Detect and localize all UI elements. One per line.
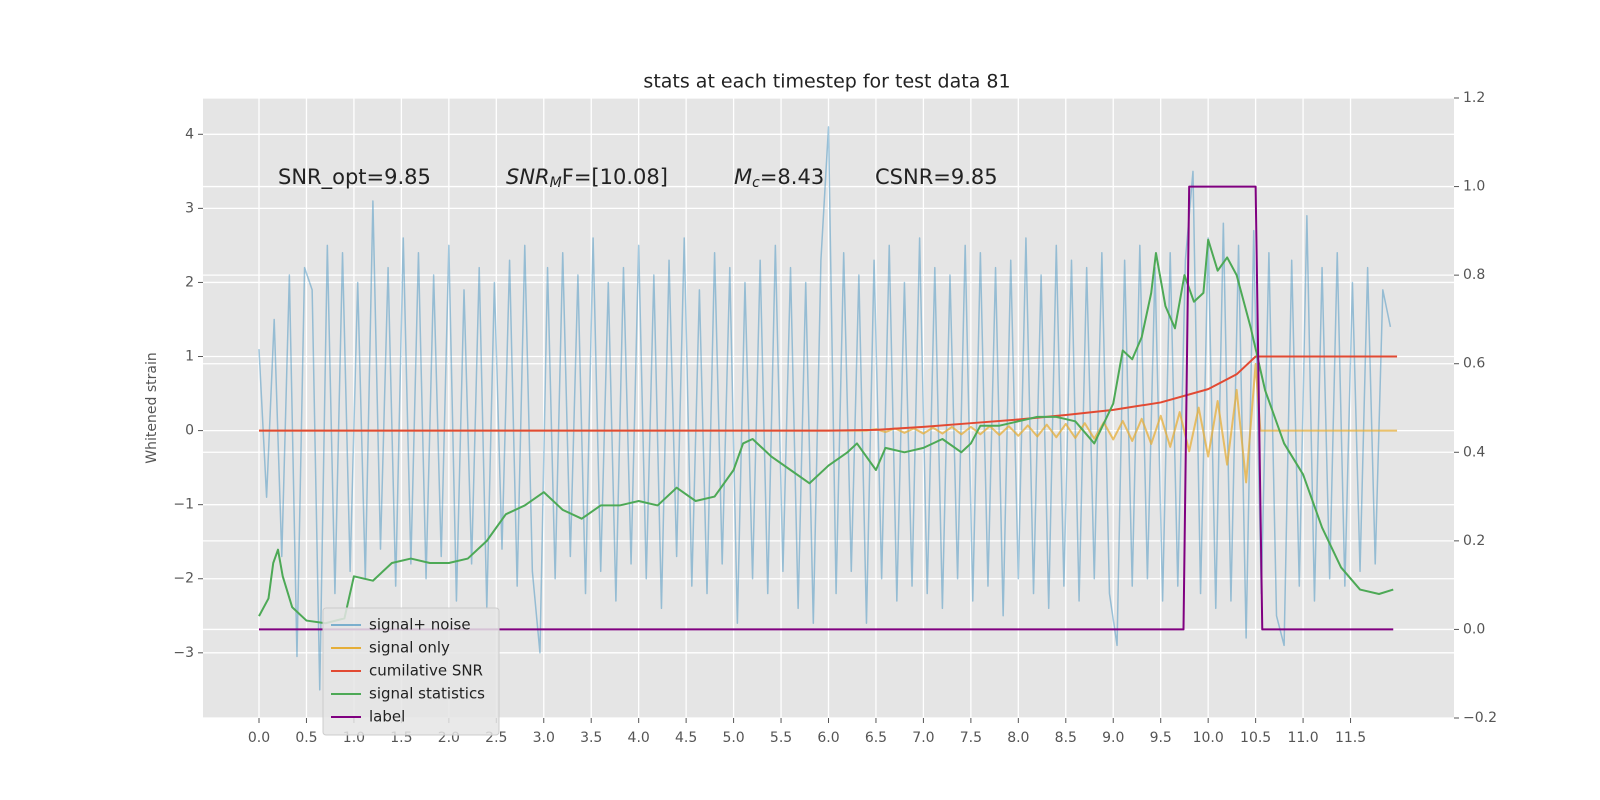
annotation-math: M	[734, 165, 752, 189]
y2-tick-label: −0.2	[1463, 710, 1497, 726]
series-line	[259, 355, 1398, 432]
y2-tick-label: 0.8	[1463, 267, 1485, 283]
x-tick-label: 10.0	[1193, 730, 1224, 746]
series-line	[258, 126, 1392, 691]
annotation-math: SNR	[506, 165, 550, 189]
x-tick-label: 8.0	[1007, 730, 1029, 746]
x-tick-label: 10.5	[1240, 730, 1271, 746]
legend-box	[322, 607, 500, 736]
y2-tick-label: 1.0	[1463, 179, 1485, 195]
x-tick-label: 0.0	[248, 730, 270, 746]
annotation-text: SNR_opt=9.85	[278, 165, 431, 190]
annotation-sub: c	[752, 175, 760, 191]
chart-title: stats at each timestep for test data 81	[643, 71, 1010, 93]
x-tick-label: 9.0	[1102, 730, 1124, 746]
y-tick-label: −1	[173, 497, 194, 513]
annotation-text: F=[10.08]	[562, 165, 668, 189]
x-tick-label: 7.0	[912, 730, 934, 746]
y2-tick-label: 0.0	[1463, 621, 1485, 637]
series-line	[259, 362, 1398, 484]
x-tick-label: 5.5	[770, 730, 792, 746]
annotation: SNR_opt=9.85	[278, 165, 431, 190]
y-tick-label: 0	[185, 423, 194, 439]
legend-label: cumilative SNR	[369, 662, 483, 680]
legend-label: signal only	[369, 639, 450, 657]
y-tick-label: 3	[185, 200, 194, 216]
x-tick-label: 3.5	[580, 730, 602, 746]
legend-label: label	[369, 708, 405, 726]
annotation-text: =8.43	[760, 165, 824, 189]
y-tick-label: 1	[185, 349, 194, 365]
y-axis-label: Whitened strain	[144, 352, 160, 463]
x-tick-label: 6.0	[817, 730, 839, 746]
x-tick-label: 11.5	[1335, 730, 1366, 746]
series-line	[259, 185, 1394, 631]
legend-label: signal+ noise	[369, 616, 471, 634]
annotation: SNRMF=[10.08]	[506, 165, 668, 191]
annotation-text: CSNR=9.85	[875, 165, 998, 189]
y2-tick-label: 0.2	[1463, 533, 1485, 549]
x-tick-label: 0.5	[295, 730, 317, 746]
annotation: Mc=8.43	[734, 165, 824, 191]
x-tick-label: 8.5	[1055, 730, 1077, 746]
y-tick-label: 4	[185, 126, 194, 142]
x-tick-label: 9.5	[1150, 730, 1172, 746]
y-tick-label: −3	[173, 645, 194, 661]
x-tick-label: 11.0	[1287, 730, 1318, 746]
x-tick-label: 5.0	[722, 730, 744, 746]
y2-tick-label: 0.4	[1463, 444, 1485, 460]
legend-label: signal statistics	[369, 685, 485, 703]
y-tick-label: −2	[173, 571, 194, 587]
annotation-sub: M	[550, 175, 562, 191]
series-line	[258, 238, 1394, 625]
y2-tick-label: 1.2	[1463, 90, 1485, 106]
y-tick-label: 2	[185, 274, 194, 290]
x-tick-label: 6.5	[865, 730, 887, 746]
x-tick-label: 4.0	[628, 730, 650, 746]
y2-tick-label: 0.6	[1463, 356, 1485, 372]
x-tick-label: 7.5	[960, 730, 982, 746]
x-tick-label: 3.0	[533, 730, 555, 746]
annotation: CSNR=9.85	[875, 165, 998, 189]
x-tick-label: 4.5	[675, 730, 697, 746]
